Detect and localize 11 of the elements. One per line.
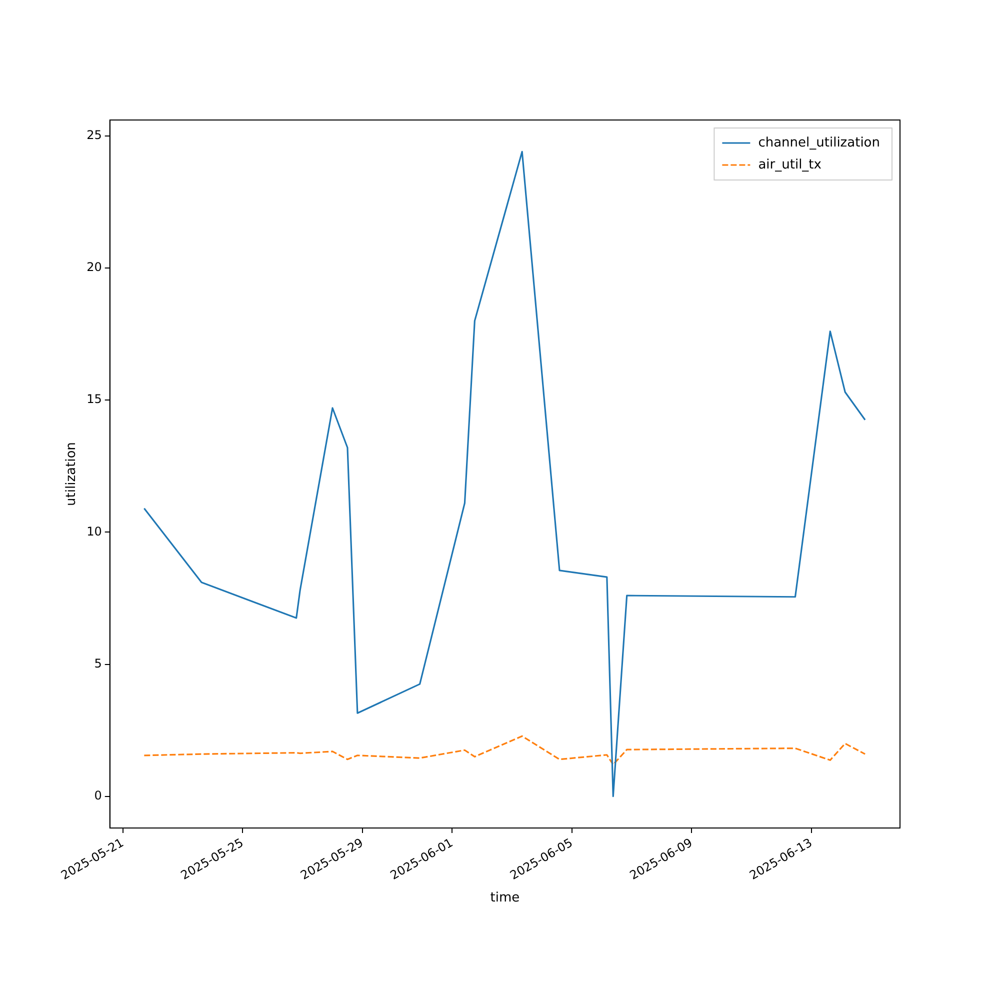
y-axis-title: utilization [64, 442, 80, 506]
y-tick-label: 5 [94, 656, 102, 670]
x-axis-title: time [490, 890, 520, 906]
y-tick-label: 0 [94, 788, 102, 802]
legend-label: air_util_tx [758, 157, 822, 172]
y-tick-label: 15 [86, 392, 102, 406]
line-series [143, 735, 866, 766]
y-tick-label: 20 [86, 260, 102, 274]
y-tick-label: 10 [86, 524, 102, 538]
legend-label: channel_utilization [758, 135, 880, 150]
y-tick-label: 25 [86, 128, 102, 142]
